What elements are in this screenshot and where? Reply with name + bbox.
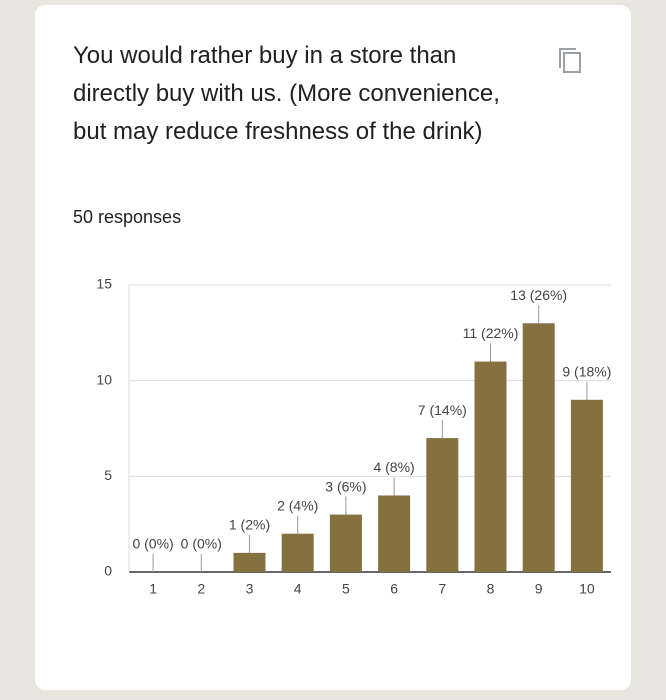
bar bbox=[522, 323, 555, 572]
x-tick-label: 5 bbox=[342, 581, 350, 597]
x-tick-label: 6 bbox=[390, 581, 398, 597]
value-label: 4 (8%) bbox=[373, 459, 414, 475]
bar bbox=[378, 495, 411, 572]
question-title: You would rather buy in a store than dir… bbox=[73, 42, 500, 145]
x-tick-label: 4 bbox=[294, 581, 302, 597]
x-tick-label: 3 bbox=[246, 581, 254, 597]
value-label: 9 (18%) bbox=[562, 364, 611, 380]
y-tick-label: 15 bbox=[96, 276, 112, 292]
value-label: 0 (0%) bbox=[181, 536, 222, 552]
y-tick-label: 10 bbox=[96, 371, 112, 387]
response-count: 50 responses bbox=[73, 207, 182, 227]
bar bbox=[474, 361, 507, 572]
value-label: 11 (22%) bbox=[463, 325, 519, 341]
value-label: 2 (4%) bbox=[277, 497, 318, 513]
x-tick-label: 1 bbox=[149, 581, 157, 597]
x-tick-label: 7 bbox=[438, 581, 446, 597]
value-label: 3 (6%) bbox=[325, 478, 366, 494]
x-tick-label: 2 bbox=[197, 581, 205, 597]
value-label: 0 (0%) bbox=[132, 536, 173, 552]
y-tick-label: 0 bbox=[104, 563, 112, 579]
x-tick-label: 10 bbox=[579, 581, 595, 597]
bar bbox=[426, 438, 459, 572]
value-label: 7 (14%) bbox=[418, 402, 467, 418]
x-tick-label: 8 bbox=[487, 581, 495, 597]
bar bbox=[570, 399, 603, 572]
y-tick-label: 5 bbox=[104, 467, 112, 483]
bar bbox=[281, 533, 314, 572]
value-label: 1 (2%) bbox=[229, 517, 270, 533]
bar bbox=[329, 514, 362, 572]
x-tick-label: 9 bbox=[535, 581, 543, 597]
copy-icon[interactable] bbox=[551, 43, 591, 83]
bar bbox=[233, 552, 266, 572]
value-label: 13 (26%) bbox=[510, 287, 567, 303]
